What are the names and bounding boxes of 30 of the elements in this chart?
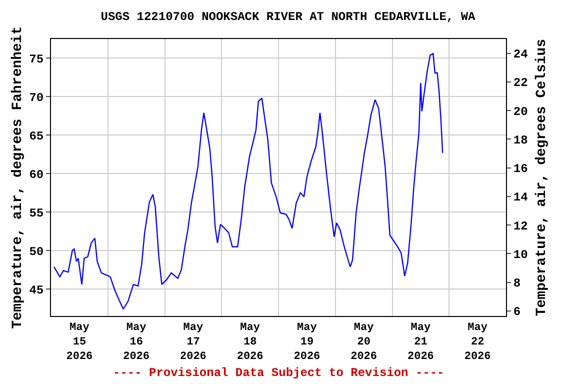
y2-tick-label: 6 <box>513 305 521 320</box>
y2-tick-label: 14 <box>513 190 528 205</box>
line-series <box>53 53 444 310</box>
y2-tick-label: 16 <box>513 162 528 176</box>
x-tick-label: May 21 2026 <box>407 322 434 363</box>
y2-tick-label: 22 <box>513 76 528 90</box>
y-tick-label: 60 <box>29 168 44 182</box>
y2-tick-label: 20 <box>513 104 528 119</box>
y-tick-label: 45 <box>29 283 44 298</box>
y-axis-title: Temperature, air, degrees Fahrenheit <box>10 26 26 329</box>
x-tick-label: May 22 2026 <box>464 322 491 363</box>
y-tick-label: 50 <box>29 244 44 259</box>
x-tick-label: May 15 2026 <box>66 322 93 363</box>
y2-tick-label: 10 <box>513 248 528 262</box>
text: ---- Provisional Data Subject to Revision ---- <box>113 366 444 380</box>
x-tick-label: May 20 2026 <box>350 322 378 363</box>
x-tick-label: May 18 2026 <box>236 322 264 363</box>
x-tick-label: May 19 2026 <box>294 322 320 363</box>
x-tick-label: May 17 2026 <box>180 322 206 363</box>
y-tick-label: 75 <box>29 52 44 66</box>
y-tick-label: 55 <box>29 206 44 220</box>
y-tick-label: 65 <box>29 129 44 144</box>
chart-title: USGS 12210700 NOOKSACK RIVER AT NORTH CEDARVILLE, WA <box>100 10 476 24</box>
y-tick-label: 70 <box>29 90 44 105</box>
y2-tick-label: 8 <box>513 276 521 291</box>
y2-tick-label: 12 <box>513 219 528 234</box>
y2-tick-label: 24 <box>513 48 528 62</box>
y2-axis-title: Temperature, air, degrees Celsius <box>534 38 550 316</box>
y2-tick-label: 18 <box>513 133 528 148</box>
x-tick-label: May 16 2026 <box>123 322 150 363</box>
